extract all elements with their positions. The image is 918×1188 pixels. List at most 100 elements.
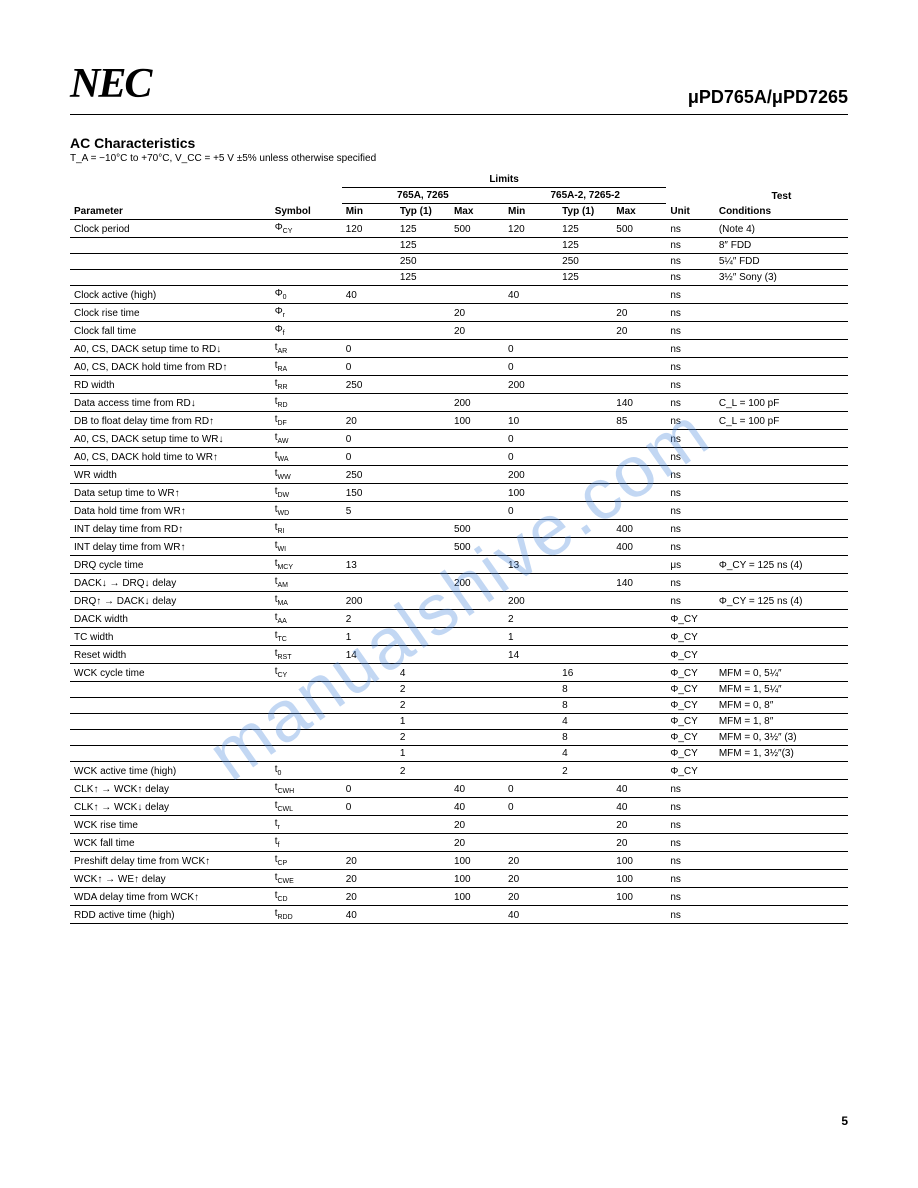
cell-a-max: [450, 502, 504, 520]
cell-a-max: 40: [450, 798, 504, 816]
cell-a-min: 1: [342, 628, 396, 646]
cell-a-max: [450, 730, 504, 746]
cell-b-min: 0: [504, 358, 558, 376]
cell-unit: ns: [666, 592, 714, 610]
cell-b-typ: [558, 556, 612, 574]
cell-b-typ: 4: [558, 714, 612, 730]
cell-symbol: tWD: [271, 502, 342, 520]
cell-symbol: Φr: [271, 304, 342, 322]
cell-symbol: tAW: [271, 430, 342, 448]
cell-b-typ: [558, 466, 612, 484]
cell-b-max: [612, 714, 666, 730]
cell-unit: ns: [666, 340, 714, 358]
table-row: WCK cycle timetCY416Φ_CYMFM = 0, 5¼″: [70, 664, 848, 682]
cell-cond: [715, 484, 848, 502]
cell-symbol: tCP: [271, 852, 342, 870]
cell-b-min: 100: [504, 484, 558, 502]
cell-param: Clock fall time: [70, 322, 271, 340]
cell-cond: [715, 888, 848, 906]
cell-param: [70, 730, 271, 746]
cell-symbol: tTC: [271, 628, 342, 646]
cell-unit: ns: [666, 574, 714, 592]
th-typ-a: Typ (1): [396, 204, 450, 220]
cell-a-min: 14: [342, 646, 396, 664]
th-group-b: 765A-2, 7265-2: [504, 188, 666, 204]
table-row: INT delay time from WR↑tWI500400ns: [70, 538, 848, 556]
cell-b-min: 1: [504, 628, 558, 646]
cell-b-typ: 250: [558, 254, 612, 270]
cell-unit: ns: [666, 466, 714, 484]
table-row: 125125ns8″ FDD: [70, 238, 848, 254]
cell-b-min: 200: [504, 592, 558, 610]
cell-param: DRQ↑ → DACK↓ delay: [70, 592, 271, 610]
cell-b-typ: [558, 304, 612, 322]
table-row: WCK fall timetf2020ns: [70, 834, 848, 852]
cell-param: WCK fall time: [70, 834, 271, 852]
table-row: WCK↑ → WE↑ delaytCWE2010020100ns: [70, 870, 848, 888]
cell-a-typ: 2: [396, 762, 450, 780]
cell-a-min: [342, 816, 396, 834]
cell-unit: Φ_CY: [666, 646, 714, 664]
cell-b-max: 140: [612, 574, 666, 592]
cell-unit: ns: [666, 394, 714, 412]
cell-a-min: 20: [342, 888, 396, 906]
cell-a-min: [342, 394, 396, 412]
cell-b-typ: [558, 628, 612, 646]
cell-a-typ: [396, 520, 450, 538]
cell-a-max: 200: [450, 574, 504, 592]
cell-b-min: [504, 682, 558, 698]
cell-symbol: tWI: [271, 538, 342, 556]
cell-cond: [715, 906, 848, 924]
cell-b-typ: 8: [558, 682, 612, 698]
cell-param: Data access time from RD↓: [70, 394, 271, 412]
cell-symbol: tRDD: [271, 906, 342, 924]
cell-a-min: 20: [342, 412, 396, 430]
cell-a-typ: [396, 394, 450, 412]
cell-param: WCK rise time: [70, 816, 271, 834]
cell-param: Clock active (high): [70, 286, 271, 304]
cell-unit: ns: [666, 238, 714, 254]
cell-b-min: [504, 746, 558, 762]
cell-a-typ: 125: [396, 270, 450, 286]
cell-a-min: 0: [342, 798, 396, 816]
cell-param: CLK↑ → WCK↑ delay: [70, 780, 271, 798]
cell-a-typ: [396, 834, 450, 852]
table-row: A0, CS, DACK setup time to WR↓tAW00ns: [70, 430, 848, 448]
cell-param: A0, CS, DACK setup time to WR↓: [70, 430, 271, 448]
cell-b-max: [612, 466, 666, 484]
cell-a-typ: [396, 358, 450, 376]
cell-a-typ: [396, 574, 450, 592]
cell-b-typ: 125: [558, 270, 612, 286]
cell-a-max: 500: [450, 520, 504, 538]
cell-unit: ns: [666, 502, 714, 520]
cell-param: Clock period: [70, 220, 271, 238]
cell-symbol: tWA: [271, 448, 342, 466]
cell-b-typ: [558, 430, 612, 448]
cell-cond: [715, 834, 848, 852]
cell-a-max: 20: [450, 322, 504, 340]
cell-a-max: [450, 286, 504, 304]
cell-param: TC width: [70, 628, 271, 646]
cell-a-min: [342, 520, 396, 538]
cell-b-typ: [558, 646, 612, 664]
cell-unit: ns: [666, 270, 714, 286]
cell-symbol: tRD: [271, 394, 342, 412]
cell-b-min: [504, 664, 558, 682]
cell-param: [70, 270, 271, 286]
cell-b-max: [612, 286, 666, 304]
cell-b-max: [612, 682, 666, 698]
cell-symbol: tRR: [271, 376, 342, 394]
cell-a-min: [342, 746, 396, 762]
cell-a-typ: 1: [396, 714, 450, 730]
cell-unit: Φ_CY: [666, 746, 714, 762]
cell-unit: ns: [666, 870, 714, 888]
cell-param: [70, 714, 271, 730]
cell-b-min: [504, 254, 558, 270]
table-row: Preshift delay time from WCK↑tCP20100201…: [70, 852, 848, 870]
cell-param: WCK↑ → WE↑ delay: [70, 870, 271, 888]
operating-conditions: T_A = −10°C to +70°C, V_CC = +5 V ±5% un…: [70, 153, 848, 164]
cell-b-typ: [558, 610, 612, 628]
cell-symbol: Φf: [271, 322, 342, 340]
table-row: 125125ns3½″ Sony (3): [70, 270, 848, 286]
cell-unit: ns: [666, 816, 714, 834]
